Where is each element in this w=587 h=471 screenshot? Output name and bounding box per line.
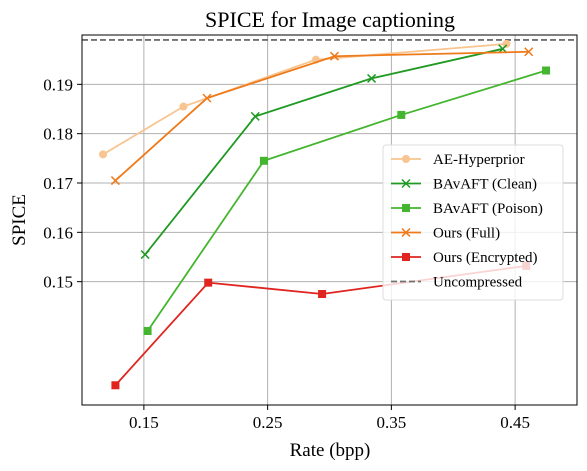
data-point xyxy=(367,73,377,83)
legend-box xyxy=(382,144,564,301)
y-axis-ticks: 0.15 0.16 0.17 0.18 0.19 xyxy=(43,75,82,292)
series-1 xyxy=(140,44,508,260)
y-tick-label: 0.19 xyxy=(43,75,73,94)
data-point xyxy=(250,111,260,121)
legend-label: BAvAFT (Clean) xyxy=(433,177,537,193)
legend: AE-Hyperprior BAvAFT (Clean) BAvAFT (Poiso… xyxy=(382,144,564,301)
legend-label: BAvAFT (Poison) xyxy=(433,201,543,217)
y-tick-label: 0.17 xyxy=(43,174,73,193)
legend-marker xyxy=(401,178,411,189)
data-point xyxy=(143,327,152,335)
data-point xyxy=(99,150,108,159)
data-point xyxy=(204,278,213,287)
series-line xyxy=(102,42,507,156)
legend-marker xyxy=(402,155,410,163)
legend-marker xyxy=(402,204,410,212)
series-line xyxy=(144,47,503,256)
series-layer xyxy=(99,39,551,390)
series-line xyxy=(114,50,529,182)
legend-label: Ours (Encrypted) xyxy=(433,250,538,266)
series-0 xyxy=(99,39,511,159)
x-tick-label: 0.35 xyxy=(377,413,407,432)
data-point xyxy=(259,156,268,165)
data-point xyxy=(542,66,551,75)
legend-marker xyxy=(401,227,411,238)
data-point xyxy=(110,176,120,186)
series-line xyxy=(146,69,547,332)
legend-marker xyxy=(402,253,410,261)
grid xyxy=(82,35,577,405)
legend-label: Ours (Full) xyxy=(433,226,500,242)
data-point xyxy=(329,51,339,61)
data-point xyxy=(397,110,406,119)
x-axis-ticks: 0.15 0.25 0.35 0.45 xyxy=(129,405,530,432)
data-point xyxy=(140,250,150,260)
x-tick-label: 0.15 xyxy=(129,413,159,432)
legend-label: Uncompressed xyxy=(433,275,523,291)
x-axis-label: Rate (bpp) xyxy=(290,440,371,461)
data-point xyxy=(318,290,327,298)
data-point xyxy=(179,102,188,111)
plot-frame xyxy=(81,34,578,406)
series-3 xyxy=(110,47,534,186)
x-tick-label: 0.25 xyxy=(253,413,283,432)
x-tick-label: 0.45 xyxy=(500,413,530,432)
data-point xyxy=(502,39,511,48)
y-axis-label: SPICE xyxy=(9,194,30,246)
data-point xyxy=(524,47,534,57)
y-tick-label: 0.15 xyxy=(43,273,73,292)
y-tick-label: 0.16 xyxy=(43,223,73,242)
legend-label: AE-Hyperprior xyxy=(433,152,525,168)
chart-title: SPICE for Image captioning xyxy=(205,7,455,32)
data-point xyxy=(202,93,212,103)
series-2 xyxy=(143,66,551,335)
data-point xyxy=(111,381,120,390)
y-tick-label: 0.18 xyxy=(43,125,73,144)
